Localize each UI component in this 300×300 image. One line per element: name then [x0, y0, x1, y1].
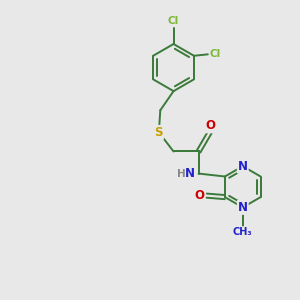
Text: N: N: [185, 167, 195, 180]
Text: H: H: [176, 169, 185, 178]
Text: O: O: [194, 189, 204, 202]
Text: O: O: [206, 119, 215, 132]
Text: N: N: [238, 160, 248, 173]
Text: S: S: [154, 126, 163, 139]
Text: Cl: Cl: [209, 49, 221, 59]
Text: CH₃: CH₃: [233, 227, 253, 237]
Text: Cl: Cl: [168, 16, 179, 26]
Text: N: N: [238, 201, 248, 214]
